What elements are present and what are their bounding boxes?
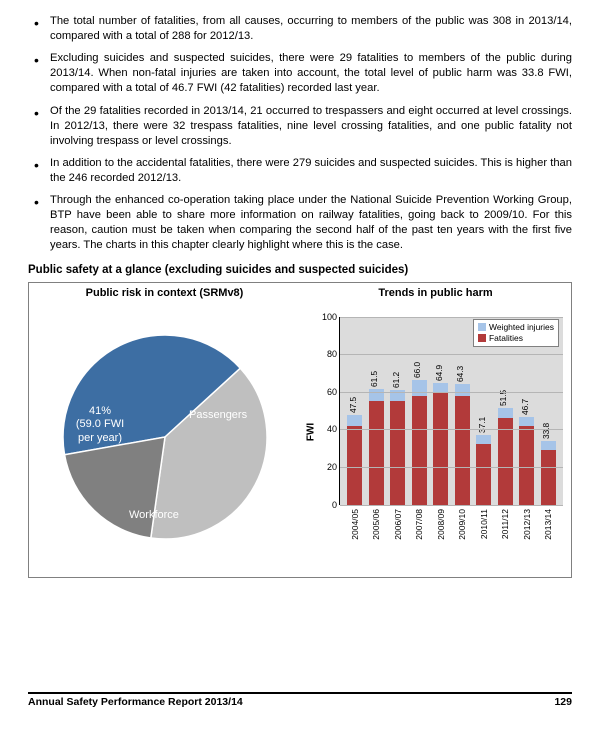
grid-line: [340, 505, 563, 506]
pie-label-text: 41%: [89, 405, 111, 417]
x-tick-label: 2013/14: [538, 507, 560, 563]
charts-frame: Public risk in context (SRMv8) 41% (59.0…: [28, 282, 572, 578]
y-tick-label: 100: [322, 312, 340, 322]
x-tick-label: 2007/08: [409, 507, 431, 563]
y-tick-label: 20: [327, 462, 340, 472]
bar-column: 47.5: [344, 317, 366, 505]
bar-seg-fatalities: [433, 392, 448, 505]
legend-label: Fatalities: [489, 333, 523, 344]
x-tick-label: 2011/12: [495, 507, 517, 563]
y-tick-label: 40: [327, 424, 340, 434]
footer-rule: [28, 692, 572, 694]
pie-chart-pane: Public risk in context (SRMv8) 41% (59.0…: [29, 283, 300, 577]
grid-line: [340, 429, 563, 430]
bar-seg-fatalities: [476, 444, 491, 504]
bar-total-label: 64.3: [455, 366, 465, 382]
bar-stack: 51.5: [498, 408, 513, 505]
bar-total-label: 64.9: [434, 364, 444, 380]
legend-item-weighted: Weighted injuries: [478, 322, 554, 333]
bar-seg-weighted: [455, 384, 470, 396]
bar-chart-title: Trends in public harm: [300, 283, 571, 301]
bar-seg-weighted: [541, 441, 556, 450]
legend-swatch: [478, 323, 486, 331]
page: The total number of fatalities, from all…: [0, 0, 600, 588]
bar-seg-fatalities: [455, 396, 470, 505]
bar-seg-fatalities: [390, 401, 405, 504]
bar-seg-fatalities: [347, 426, 362, 505]
bullet-item: Of the 29 fatalities recorded in 2013/14…: [50, 104, 572, 149]
y-tick-label: 80: [327, 349, 340, 359]
x-tick-label: 2006/07: [387, 507, 409, 563]
y-axis-label: FWI: [306, 422, 317, 440]
grid-line: [340, 354, 563, 355]
bar-chart-pane: Trends in public harm FWI Weighted injur…: [300, 283, 571, 577]
x-tick-label: 2005/06: [366, 507, 388, 563]
bar-seg-fatalities: [498, 418, 513, 504]
bar-stack: 64.9: [433, 383, 448, 505]
bar-total-label: 61.2: [391, 371, 401, 387]
pie-label-text: (59.0 FWI: [76, 418, 124, 430]
grid-line: [340, 392, 563, 393]
x-tick-label: 2004/05: [344, 507, 366, 563]
bar-seg-fatalities: [541, 450, 556, 505]
bar-stack: 37.1: [476, 435, 491, 505]
bar-seg-weighted: [519, 417, 534, 426]
legend-label: Weighted injuries: [489, 322, 554, 333]
bar-stack: 66.0: [412, 380, 427, 504]
bar-stack: 61.5: [369, 389, 384, 505]
footer-page-number: 129: [554, 696, 572, 708]
x-labels: 2004/052005/062006/072007/082008/092009/…: [340, 507, 563, 563]
bar-chart: FWI Weighted injuries Fatalities 47.5 61.…: [300, 301, 571, 563]
bar-stack: 61.2: [390, 390, 405, 505]
pie-slice-label-passengers: Passengers: [189, 409, 247, 423]
bar-seg-weighted: [476, 435, 491, 445]
x-tick-label: 2010/11: [473, 507, 495, 563]
bar-total-label: 61.5: [369, 371, 379, 387]
pie-label-text: per year): [78, 432, 122, 444]
pie-slice: [64, 437, 164, 538]
grid-line: [340, 467, 563, 468]
section-title: Public safety at a glance (excluding sui…: [28, 264, 572, 276]
pie-chart: 41% (59.0 FWI per year) Passengers Workf…: [29, 301, 300, 563]
bar-total-label: 33.8: [541, 423, 551, 439]
bar-column: 61.5: [366, 317, 388, 505]
bullet-list: The total number of fatalities, from all…: [28, 14, 572, 254]
bar-stack: 64.3: [455, 384, 470, 505]
pie-chart-title: Public risk in context (SRMv8): [29, 283, 300, 301]
bar-seg-weighted: [498, 408, 513, 418]
pie-slice-label-public: 41% (59.0 FWI per year): [55, 405, 145, 446]
bullet-item: Excluding suicides and suspected suicide…: [50, 51, 572, 96]
bar-total-label: 66.0: [412, 362, 422, 378]
bar-legend: Weighted injuries Fatalities: [473, 319, 559, 347]
bar-stack: 33.8: [541, 441, 556, 505]
bar-seg-fatalities: [412, 396, 427, 505]
bullet-item: Through the enhanced co-operation taking…: [50, 193, 572, 253]
page-footer: Annual Safety Performance Report 2013/14…: [28, 692, 572, 708]
pie-slice-label-workforce: Workforce: [129, 509, 179, 523]
bar-seg-fatalities: [519, 426, 534, 505]
legend-item-fatalities: Fatalities: [478, 333, 554, 344]
y-tick-label: 0: [332, 500, 340, 510]
grid-line: [340, 317, 563, 318]
x-tick-label: 2009/10: [452, 507, 474, 563]
bar-seg-weighted: [433, 383, 448, 392]
y-tick-label: 60: [327, 387, 340, 397]
bar-column: 64.3: [452, 317, 474, 505]
bar-seg-fatalities: [369, 401, 384, 504]
bar-total-label: 46.7: [520, 399, 530, 415]
x-tick-label: 2008/09: [430, 507, 452, 563]
footer-title: Annual Safety Performance Report 2013/14: [28, 696, 243, 708]
bar-column: 64.9: [430, 317, 452, 505]
bullet-item: The total number of fatalities, from all…: [50, 14, 572, 44]
bar-column: 61.2: [387, 317, 409, 505]
bar-seg-weighted: [412, 380, 427, 395]
bar-column: 66.0: [409, 317, 431, 505]
legend-swatch: [478, 334, 486, 342]
bullet-item: In addition to the accidental fatalities…: [50, 156, 572, 186]
bar-total-label: 37.1: [477, 417, 487, 433]
bar-seg-weighted: [347, 415, 362, 425]
bar-total-label: 47.5: [348, 397, 358, 413]
x-tick-label: 2012/13: [516, 507, 538, 563]
